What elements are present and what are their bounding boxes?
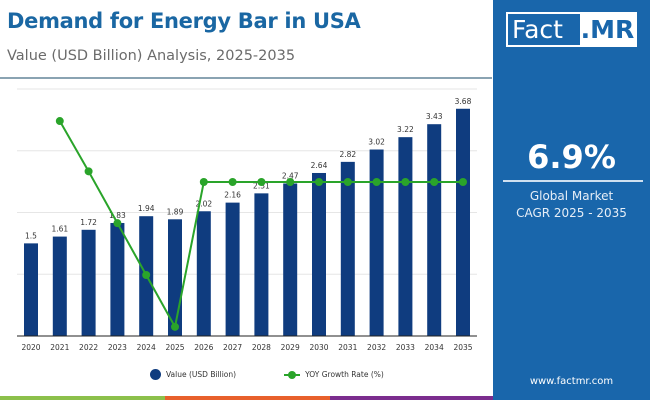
bar-label-2022: 1.72: [80, 218, 97, 227]
bar-2023: [110, 222, 125, 336]
stripe-orange: [165, 396, 330, 400]
growth-point-2035: [459, 178, 467, 187]
x-tick-2028: 2028: [252, 343, 271, 352]
x-tick-2029: 2029: [281, 343, 300, 352]
bar-label-2029: 2.47: [282, 171, 299, 180]
growth-point-2027: [228, 178, 237, 187]
bar-2021: [52, 236, 67, 336]
bar-label-2023: 1.83: [109, 211, 126, 220]
stripe-purple: [330, 396, 493, 400]
legend-bar-label: Value (USD Billion): [166, 370, 237, 379]
bar-2034: [427, 124, 442, 336]
bar-2020: [24, 243, 38, 336]
cagr-divider: [503, 180, 643, 182]
bar-2026: [196, 211, 211, 336]
growth-point-2031: [343, 178, 352, 187]
growth-point-2033: [401, 178, 410, 187]
bar-2029: [283, 183, 298, 336]
website-link[interactable]: www.factmr.com: [529, 376, 614, 387]
bar-2032: [369, 149, 384, 336]
growth-point-2025: [171, 322, 179, 331]
growth-point-2030: [315, 178, 323, 187]
legend-line-swatch: [284, 370, 301, 379]
legend-item-value: Value (USD Billion): [150, 369, 236, 380]
bar-label-2025: 1.89: [167, 207, 184, 216]
bar-2030: [312, 172, 326, 336]
bar-2033: [398, 137, 413, 336]
legend-line-label: YOY Growth Rate (%): [305, 370, 384, 379]
cagr-value: 6.9%: [527, 138, 616, 176]
growth-point-2022: [84, 167, 93, 176]
growth-point-2024: [142, 271, 151, 280]
bar-2028: [254, 193, 269, 336]
x-tick-2022: 2022: [79, 343, 98, 352]
cagr-line1: Global Market: [529, 189, 614, 203]
growth-point-2029: [286, 178, 295, 187]
x-tick-2023: 2023: [108, 343, 127, 352]
cagr-label: Global Market CAGR 2025 - 2035: [493, 188, 650, 222]
x-tick-2026: 2026: [194, 343, 213, 352]
combo-chart: 1.5 2020 1.61 2021 1.72 2022 1.83 2023 1.94 2024 1…: [17, 88, 477, 352]
bar-label-2026: 2.02: [195, 199, 212, 208]
x-tick-2021: 2021: [50, 343, 69, 352]
cagr-line2: CAGR 2025 - 2035: [516, 206, 627, 220]
bar-label-2032: 3.02: [368, 138, 385, 147]
x-tick-2031: 2031: [338, 343, 357, 352]
bar-label-2033: 3.22: [397, 125, 414, 134]
growth-point-2028: [257, 178, 266, 187]
header-divider: [0, 77, 492, 79]
growth-point-2023: [113, 219, 122, 228]
bar-label-2035: 3.68: [455, 97, 472, 106]
stripe-green: [0, 396, 165, 400]
x-tick-2025: 2025: [165, 343, 184, 352]
logo-fact: Fact: [508, 14, 580, 45]
bar-label-2030: 2.64: [311, 161, 328, 170]
growth-point-2034: [430, 178, 439, 187]
x-tick-2033: 2033: [396, 343, 415, 352]
chart-title: Demand for Energy Bar in USA: [7, 9, 361, 33]
x-tick-2024: 2024: [137, 343, 156, 352]
bar-2027: [225, 202, 240, 336]
factmr-logo: Fact .MR: [506, 12, 637, 47]
x-tick-2027: 2027: [223, 343, 242, 352]
x-tick-2030: 2030: [309, 343, 328, 352]
bar-2022: [81, 229, 96, 336]
x-tick-2035: 2035: [453, 343, 472, 352]
side-panel: Fact .MR 6.9% Global Market CAGR 2025 - …: [493, 0, 650, 400]
bar-2035: [456, 108, 470, 336]
growth-point-2021: [55, 117, 64, 126]
x-tick-2034: 2034: [425, 343, 444, 352]
x-tick-2020: 2020: [21, 343, 40, 352]
legend-item-growth: YOY Growth Rate (%): [284, 370, 384, 379]
bar-label-2020: 1.5: [25, 231, 37, 240]
chart-subtitle: Value (USD Billion) Analysis, 2025-2035: [7, 48, 296, 64]
growth-point-2026: [199, 178, 208, 187]
bar-label-2021: 1.61: [51, 225, 68, 234]
bar-2031: [340, 161, 355, 336]
bar-label-2027: 2.16: [224, 191, 241, 200]
bar-label-2034: 3.43: [426, 112, 443, 121]
bar-label-2031: 2.82: [339, 150, 356, 159]
bar-label-2024: 1.94: [138, 204, 155, 213]
legend: Value (USD Billion) YOY Growth Rate (%): [150, 369, 384, 380]
growth-point-2032: [372, 178, 381, 187]
x-tick-2032: 2032: [367, 343, 386, 352]
logo-mr: .MR: [580, 14, 635, 45]
legend-bar-swatch: [150, 369, 161, 380]
